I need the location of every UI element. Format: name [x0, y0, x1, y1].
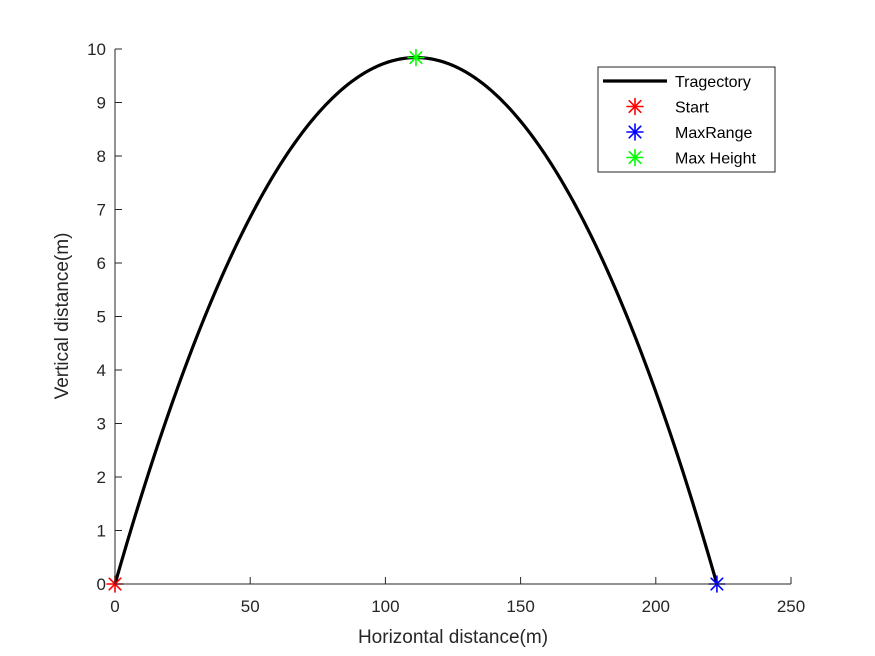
legend-swatch-marker: [626, 148, 644, 167]
legend-entry-label: Max Height: [675, 151, 756, 168]
legend-swatch-marker: [626, 123, 644, 141]
x-axis-label: Horizontal distance(m): [358, 627, 548, 648]
y-tick-label: 4: [97, 361, 106, 380]
y-tick-label: 10: [87, 40, 106, 59]
y-tick-label: 7: [97, 201, 106, 220]
legend-entry-label: Start: [675, 100, 709, 117]
y-tick-label: 5: [97, 308, 106, 327]
y-tick-label: 8: [97, 147, 106, 166]
y-tick-label: 6: [97, 254, 106, 273]
y-tick-label: 0: [97, 575, 106, 594]
x-ticks: 0 50 100 150 200 250: [110, 577, 805, 616]
x-tick-label: 0: [110, 597, 119, 616]
x-tick-label: 250: [777, 597, 805, 616]
legend-entry-label: Tragectory: [675, 74, 751, 91]
x-tick-label: 150: [506, 597, 534, 616]
legend-box: [597, 66, 776, 173]
y-tick-label: 3: [97, 415, 106, 434]
y-tick-label: 9: [97, 94, 106, 113]
legend-entry-label: MaxRange: [675, 125, 752, 142]
y-ticks: 0 1 2 3 4 5 6 7 8 9 10: [87, 40, 122, 594]
y-axis-label: Vertical distance(m): [52, 233, 73, 400]
marker-max-height: [407, 48, 425, 67]
legend-swatch-marker: [626, 97, 644, 116]
asterisk-stroke: [628, 99, 642, 114]
y-tick-label: 1: [97, 522, 106, 541]
asterisk-stroke: [628, 125, 642, 139]
x-tick-label: 100: [371, 597, 399, 616]
legend: Tragectory Start MaxRange Max Height: [597, 66, 776, 173]
y-tick-label: 2: [97, 468, 106, 487]
asterisk-stroke: [409, 50, 423, 65]
x-tick-label: 50: [241, 597, 260, 616]
x-tick-label: 200: [642, 597, 670, 616]
axes-lines: [114, 49, 791, 585]
asterisk-stroke: [628, 150, 642, 165]
